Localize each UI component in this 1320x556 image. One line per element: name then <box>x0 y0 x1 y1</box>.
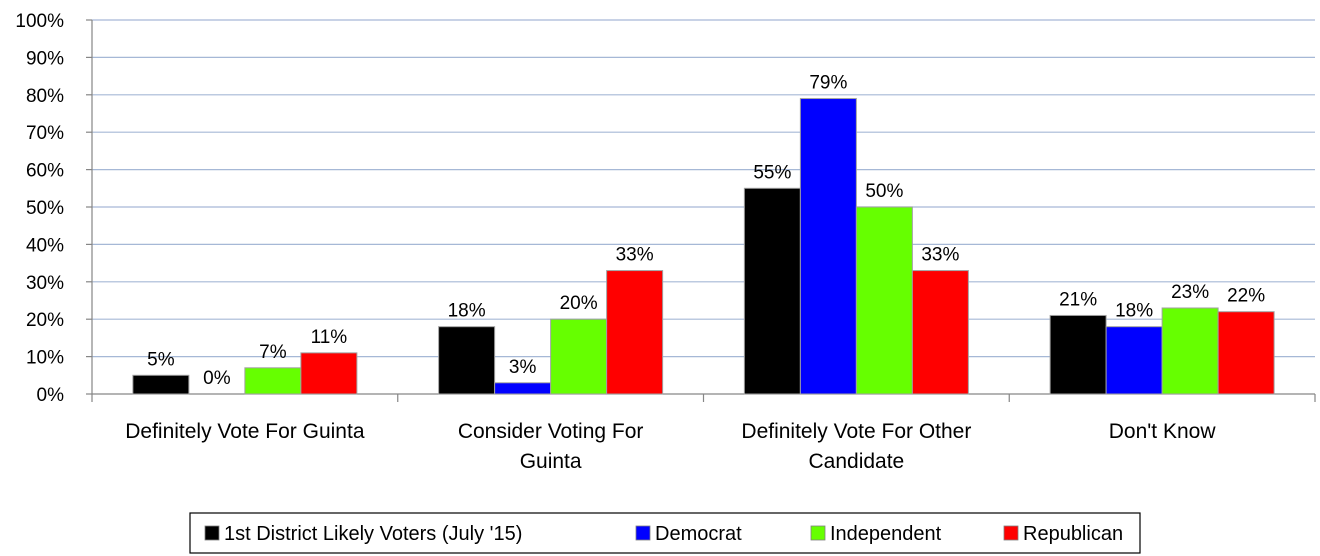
bar <box>550 318 608 395</box>
y-tick-label: 90% <box>26 48 64 69</box>
legend-label: Democrat <box>655 523 742 545</box>
bars <box>132 98 1275 395</box>
data-label: 11% <box>311 327 348 348</box>
legend-swatch <box>810 525 826 541</box>
y-tick-label: 80% <box>26 86 64 107</box>
bar <box>1161 307 1219 395</box>
y-tick-label: 70% <box>26 123 64 144</box>
legend-label: Independent <box>830 523 942 545</box>
data-label: 79% <box>809 73 847 94</box>
bar <box>438 326 496 395</box>
legend: 1st District Likely Voters (July '15) Dem… <box>189 512 1141 554</box>
bar <box>799 98 857 395</box>
y-tick-label: 50% <box>26 198 64 219</box>
category-label: Definitely Vote For Other <box>741 420 971 443</box>
y-tick-label: 20% <box>26 310 64 331</box>
category-label: Guinta <box>520 450 582 473</box>
data-label: 7% <box>259 342 287 363</box>
gridlines <box>92 19 1315 358</box>
bar <box>300 352 358 395</box>
y-tick-label: 60% <box>26 161 64 182</box>
data-label: 5% <box>147 349 175 370</box>
data-label: 22% <box>1227 286 1265 307</box>
bar <box>743 187 801 395</box>
y-axis-tick-labels: 0% 10% 20% 30% 40% 50% 60% 70% 80% 90% 100% <box>15 11 64 406</box>
legend-swatch <box>204 525 220 541</box>
y-tick-label: 10% <box>26 348 64 369</box>
legend-label: 1st District Likely Voters (July '15) <box>224 523 522 545</box>
y-tick-label: 30% <box>26 273 64 294</box>
data-label: 33% <box>921 245 959 266</box>
legend-swatch <box>635 525 651 541</box>
data-labels: 5% 0% 7% 11% 18% 3% 20% 33% 55% 79% 50% 33% 21% 18% 23… <box>147 73 1265 389</box>
y-tick-label: 0% <box>37 385 65 406</box>
bar <box>1105 326 1163 395</box>
category-label: Don't Know <box>1109 420 1217 443</box>
bar <box>1217 311 1275 395</box>
y-tick-label: 100% <box>15 11 64 32</box>
data-label: 0% <box>203 368 231 389</box>
category-label: Definitely Vote For Guinta <box>125 420 365 443</box>
data-label: 33% <box>616 245 654 266</box>
data-label: 3% <box>509 357 537 378</box>
category-label: Candidate <box>809 450 905 473</box>
data-label: 21% <box>1059 289 1097 310</box>
bar <box>494 382 552 395</box>
data-label: 18% <box>448 301 486 322</box>
data-label: 55% <box>753 162 791 183</box>
bar <box>855 206 913 395</box>
data-label: 50% <box>865 181 903 202</box>
data-label: 18% <box>1115 301 1153 322</box>
x-axis-category-labels: Definitely Vote For Guinta Consider Votin… <box>125 420 1216 473</box>
bar <box>606 270 664 395</box>
bar <box>911 270 969 395</box>
data-label: 20% <box>560 293 598 314</box>
legend-box <box>189 512 1141 554</box>
bar <box>1049 314 1107 395</box>
category-label: Consider Voting For <box>458 420 644 443</box>
legend-swatch <box>1003 525 1019 541</box>
data-label: 23% <box>1171 282 1209 303</box>
y-tick-label: 40% <box>26 235 64 256</box>
bar <box>244 367 302 395</box>
legend-label: Republican <box>1023 523 1123 545</box>
bar <box>132 374 190 395</box>
